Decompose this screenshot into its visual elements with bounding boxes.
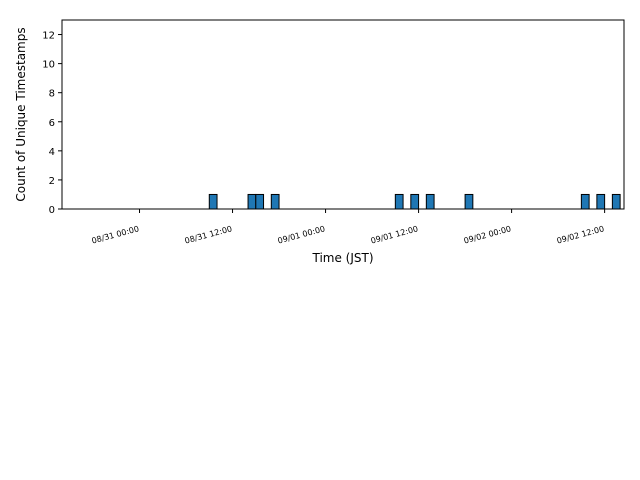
x-tick-label: 08/31 00:00 <box>91 224 140 245</box>
y-tick-label: 8 <box>49 89 55 100</box>
histogram-bar <box>208 193 218 210</box>
histogram-bar <box>580 193 590 210</box>
x-tick-label: 09/02 12:00 <box>556 224 605 245</box>
x-tick-label: 08/31 12:00 <box>184 224 233 245</box>
histogram-bar <box>410 193 420 210</box>
histogram-bar <box>611 193 621 210</box>
x-axis-ticks: 08/31 00:00 08/31 12:00 09/01 00:00 09/01 1… <box>91 209 605 246</box>
plot-frame <box>61 19 625 210</box>
y-axis-ticks: 0 2 4 6 8 10 12 <box>42 31 62 216</box>
y-tick-label: 4 <box>49 147 55 158</box>
y-tick-label: 6 <box>49 118 55 129</box>
histogram-bar <box>255 193 265 210</box>
y-axis-label: Count of Unique Timestamps <box>14 27 28 201</box>
x-tick-label: 09/01 12:00 <box>370 224 419 245</box>
histogram-bar <box>464 193 474 210</box>
bars-group <box>208 193 621 210</box>
x-tick-label: 09/02 00:00 <box>463 224 512 245</box>
histogram-bar <box>247 193 257 210</box>
histogram-bar <box>270 193 280 210</box>
y-tick-label: 12 <box>42 31 55 42</box>
x-axis-label: Time (JST) <box>311 251 373 265</box>
histogram-bar <box>425 193 435 210</box>
histogram-bar <box>596 193 606 210</box>
y-tick-label: 10 <box>42 60 55 71</box>
x-tick-label: 09/01 00:00 <box>277 224 326 245</box>
y-tick-label: 2 <box>49 176 55 187</box>
histogram-bar <box>394 193 404 210</box>
y-tick-label: 0 <box>49 205 55 216</box>
